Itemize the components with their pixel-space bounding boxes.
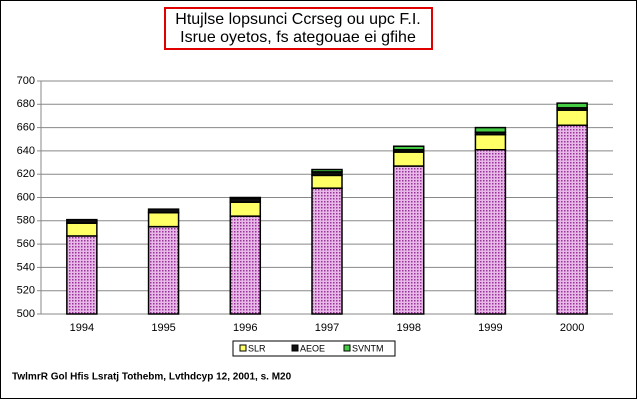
chart-title: Isrue oyetos, fs ategouae ei gfihe: [180, 29, 416, 46]
chart-title: Htujlse lopsunci Ccrseg ou upc F.I.: [175, 11, 420, 28]
x-tick-label: 1999: [478, 322, 502, 334]
bar-segment: [229, 196, 262, 200]
legend-label: SVNTM: [352, 343, 384, 353]
bar-segment: [311, 174, 343, 189]
bar-segment: [147, 211, 180, 228]
bar-segment: [311, 168, 343, 173]
x-tick-label: 1998: [396, 322, 420, 334]
y-tick-label: 600: [17, 191, 35, 203]
bar-segment: [474, 126, 507, 134]
bar-segment: [229, 215, 262, 315]
bar-segment: [66, 222, 98, 237]
legend-swatch: [239, 344, 247, 352]
legend-swatch: [291, 344, 299, 352]
bar-segment: [556, 124, 588, 315]
legend-label: AEOE: [300, 343, 325, 353]
y-tick-label: 620: [17, 168, 35, 180]
y-tick-label: 640: [17, 145, 35, 157]
y-tick-label: 560: [17, 238, 35, 250]
legend-box: [232, 340, 396, 357]
bar-segment: [392, 145, 425, 151]
x-tick-label: 1994: [70, 322, 94, 334]
y-tick-label: 540: [17, 261, 35, 273]
bar-segment: [474, 148, 507, 315]
y-tick-label: 500: [17, 308, 35, 320]
legend-swatch: [343, 344, 351, 352]
bar-segment: [66, 235, 98, 315]
bar-segment: [147, 225, 180, 315]
x-tick-label: 2000: [560, 322, 584, 334]
bar-segment: [147, 208, 180, 214]
y-tick-label: 580: [17, 215, 35, 227]
bar-segment: [556, 109, 588, 127]
legend-label: SLR: [248, 343, 266, 353]
bar-segment: [66, 218, 98, 224]
bar-segment: [556, 102, 588, 109]
y-tick-label: 660: [17, 122, 35, 134]
y-tick-label: 680: [17, 98, 35, 110]
x-tick-label: 1995: [151, 322, 175, 334]
y-tick-label: 700: [17, 75, 35, 87]
x-tick-label: 1996: [233, 322, 257, 334]
bar-segment: [392, 165, 425, 315]
source: TwlmrR Gol Hfis Lsratj Tothebm, Lvthdcyp…: [12, 372, 292, 383]
bar-segment: [311, 187, 343, 315]
title-box: [164, 7, 433, 50]
bar-segment: [474, 133, 507, 151]
bar-segment: [229, 201, 262, 217]
x-tick-label: 1997: [315, 322, 339, 334]
y-tick-label: 520: [17, 285, 35, 297]
bar-segment: [392, 151, 425, 167]
